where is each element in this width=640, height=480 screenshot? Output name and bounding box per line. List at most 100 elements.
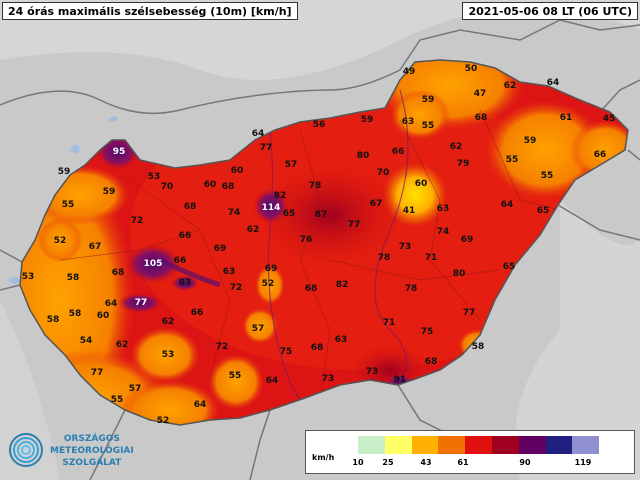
station-value: 62: [115, 340, 129, 350]
logo-text: ORSZÁGOS METEOROLÓGIAI SZOLGÁLAT: [50, 433, 134, 469]
station-value: 58: [46, 315, 60, 325]
station-value: 52: [156, 416, 170, 426]
station-value: 61: [559, 113, 573, 123]
station-value: 73: [321, 374, 335, 384]
station-value: 80: [356, 151, 370, 161]
station-value: 74: [436, 227, 450, 237]
station-value: 77: [462, 308, 476, 318]
station-value: 71: [424, 253, 438, 263]
logo-line-2: METEOROLÓGIAI: [50, 446, 134, 456]
legend-colorbar: [358, 436, 626, 454]
station-value: 58: [471, 342, 485, 352]
map-timestamp: 2021-05-06 08 LT (06 UTC): [462, 2, 638, 20]
station-value: 64: [500, 200, 514, 210]
station-value: 57: [128, 384, 142, 394]
station-value: 68: [424, 357, 438, 367]
station-value: 67: [369, 199, 383, 209]
station-value: 80: [452, 269, 466, 279]
station-value: 67: [88, 242, 102, 252]
station-value: 53: [161, 350, 175, 360]
legend-tick-label: 43: [420, 458, 432, 467]
station-value: 63: [436, 204, 450, 214]
station-value: 56: [312, 120, 326, 130]
station-value: 68: [111, 268, 125, 278]
station-value: 76: [299, 235, 313, 245]
legend-tick-label: 61: [457, 458, 469, 467]
legend-swatch: [545, 436, 573, 454]
station-value: 66: [173, 256, 187, 266]
station-value: 72: [130, 216, 144, 226]
station-value: 63: [334, 335, 348, 345]
station-value: 68: [310, 343, 324, 353]
legend-swatch: [491, 436, 519, 454]
station-value: 77: [259, 143, 273, 153]
station-value: 70: [160, 182, 174, 192]
station-value: 77: [347, 220, 361, 230]
legend-swatch: [358, 436, 385, 454]
station-value: 59: [523, 136, 537, 146]
legend-swatch: [411, 436, 439, 454]
station-value: 60: [230, 166, 244, 176]
legend-swatch: [384, 436, 412, 454]
station-value: 62: [246, 225, 260, 235]
station-value: 78: [377, 253, 391, 263]
legend-swatch: [465, 436, 492, 454]
station-value: 72: [215, 342, 229, 352]
station-value: 66: [190, 308, 204, 318]
map-title: 24 órás maximális szélsebesség (10m) [km…: [2, 2, 298, 20]
station-value: 60: [414, 179, 428, 189]
station-value: 72: [229, 283, 243, 293]
logo-line-1: ORSZÁGOS: [63, 434, 120, 444]
station-value: 66: [391, 147, 405, 157]
station-value: 83: [178, 278, 192, 288]
legend-tick-label: 119: [574, 458, 592, 467]
station-value: 65: [502, 262, 516, 272]
station-value: 71: [382, 318, 396, 328]
station-value: 68: [183, 202, 197, 212]
station-value: 55: [540, 171, 554, 181]
station-value: 66: [178, 231, 192, 241]
legend-swatch: [438, 436, 466, 454]
station-value: 53: [147, 172, 161, 182]
station-value: 65: [536, 206, 550, 216]
legend-tick-label: 90: [519, 458, 531, 467]
station-value: 70: [376, 168, 390, 178]
legend-swatch: [599, 436, 626, 454]
station-value: 64: [265, 376, 279, 386]
station-value: 59: [360, 115, 374, 125]
station-value: 66: [593, 150, 607, 160]
station-value: 77: [134, 298, 148, 308]
station-value: 64: [251, 129, 265, 139]
station-value: 69: [264, 264, 278, 274]
station-value: 68: [304, 284, 318, 294]
station-value: 78: [404, 284, 418, 294]
station-value: 73: [398, 242, 412, 252]
station-value: 68: [474, 113, 488, 123]
station-value: 60: [96, 311, 110, 321]
station-value: 75: [420, 327, 434, 337]
station-value: 82: [273, 191, 287, 201]
station-value: 59: [421, 95, 435, 105]
station-value: 69: [460, 235, 474, 245]
station-value: 57: [251, 324, 265, 334]
station-value: 69: [213, 244, 227, 254]
station-value: 87: [314, 210, 328, 220]
station-value: 55: [61, 200, 75, 210]
station-value: 105: [143, 259, 163, 269]
station-value: 47: [473, 89, 487, 99]
logo-line-3: SZOLGÁLAT: [62, 458, 122, 468]
station-value: 52: [53, 236, 67, 246]
station-value: 65: [282, 209, 296, 219]
station-value: 79: [456, 159, 470, 169]
legend-swatch: [518, 436, 546, 454]
station-value: 77: [90, 368, 104, 378]
legend-unit: km/h: [312, 453, 335, 462]
station-value: 52: [261, 279, 275, 289]
station-value: 41: [402, 206, 416, 216]
station-value: 58: [68, 309, 82, 319]
legend-tick-label: 10: [352, 458, 364, 467]
station-value: 73: [365, 367, 379, 377]
station-value: 55: [110, 395, 124, 405]
legend: km/h 10 25 43 61 90 119: [305, 430, 635, 474]
